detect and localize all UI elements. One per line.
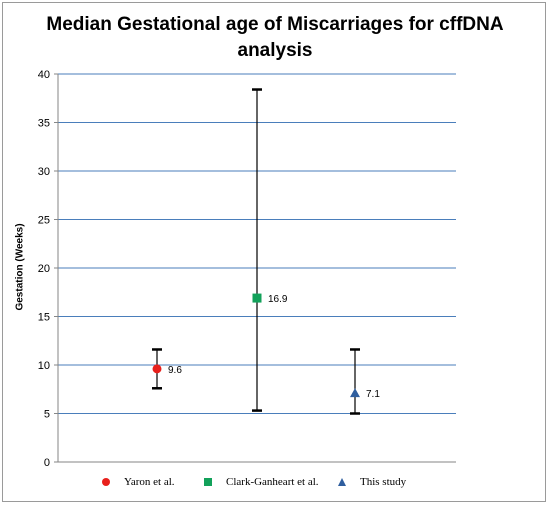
legend-square-marker bbox=[204, 478, 212, 486]
data-label: 7.1 bbox=[366, 389, 380, 400]
data-point-circle bbox=[152, 364, 162, 374]
y-tick-label: 10 bbox=[38, 360, 50, 372]
y-tick-label: 0 bbox=[44, 457, 50, 469]
y-tick-label: 20 bbox=[38, 263, 50, 275]
y-tick-label: 15 bbox=[38, 312, 50, 324]
data-label: 9.6 bbox=[168, 365, 182, 376]
y-tick-label: 35 bbox=[38, 118, 50, 130]
legend-triangle-marker bbox=[338, 478, 346, 486]
y-tick-label: 30 bbox=[38, 166, 50, 178]
legend-item-this-study: This study bbox=[338, 476, 406, 488]
chart-title-line2: analysis bbox=[237, 40, 313, 61]
legend-label-this-study: This study bbox=[360, 476, 407, 488]
chart-title: Median Gestational age of Miscarriages f… bbox=[0, 12, 550, 64]
legend-item-yaron: Yaron et al. bbox=[102, 476, 175, 488]
legend-label-clark: Clark-Ganheart et al. bbox=[226, 476, 319, 488]
legend-circle-marker bbox=[102, 478, 110, 486]
chart-title-line1: Median Gestational age of Miscarriages f… bbox=[46, 14, 504, 35]
chart-frame bbox=[2, 2, 546, 502]
chart-legend: Yaron et al. Clark-Ganheart et al. This … bbox=[0, 476, 550, 496]
y-tick-label: 5 bbox=[44, 409, 50, 421]
data-point-square bbox=[252, 293, 262, 303]
data-point-triangle bbox=[350, 388, 360, 398]
data-label: 16.9 bbox=[268, 294, 288, 305]
y-tick-label: 40 bbox=[38, 69, 50, 81]
legend-item-clark: Clark-Ganheart et al. bbox=[204, 476, 319, 488]
y-tick-label: 25 bbox=[38, 215, 50, 227]
legend-label-yaron: Yaron et al. bbox=[124, 476, 175, 488]
